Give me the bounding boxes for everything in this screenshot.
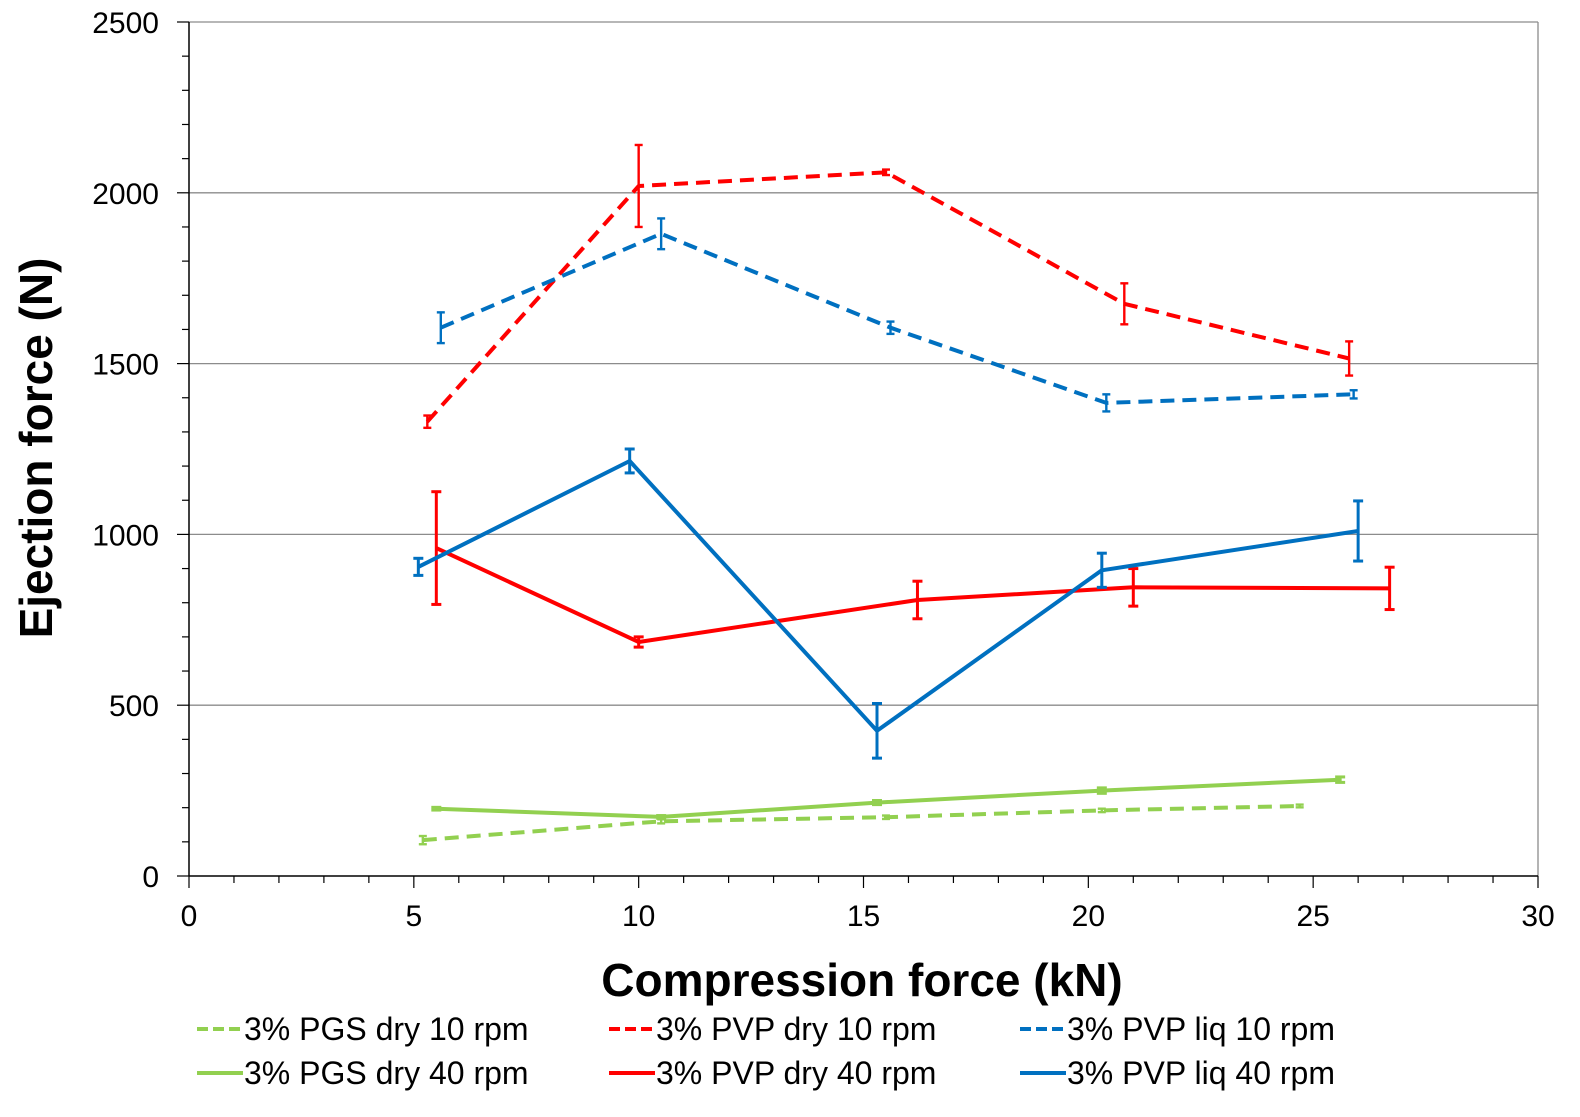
axes [177, 21, 1539, 888]
series-line [435, 546, 1390, 644]
series-3-pvp-dry-10-rpm [423, 143, 1354, 430]
series-line [440, 231, 1354, 405]
legend-item: 3% PGS dry 10 rpm [197, 1011, 529, 1047]
y-tick-label: 1500 [92, 349, 159, 382]
y-tick-label: 2500 [92, 7, 159, 40]
series-line [425, 170, 1350, 424]
y-tick-label: 1000 [92, 519, 159, 552]
legend: 3% PGS dry 10 rpm 3% PVP dry 10 rpm 3% PVP… [197, 1011, 1335, 1091]
legend-item: 3% PVP liq 40 rpm [1020, 1055, 1335, 1091]
x-tick-label: 15 [847, 900, 880, 933]
y-tick-label: 2000 [92, 178, 159, 211]
legend-label: 3% PVP dry 40 rpm [656, 1055, 936, 1091]
series-3-pvp-dry-40-rpm [431, 490, 1395, 649]
series-3-pvp-liq-10-rpm [436, 217, 1358, 413]
legend-label: 3% PVP liq 40 rpm [1067, 1055, 1335, 1091]
x-tick-label: 20 [1072, 900, 1105, 933]
legend-label: 3% PVP dry 10 rpm [656, 1011, 936, 1047]
x-tick-label: 5 [405, 900, 422, 933]
legend-item: 3% PGS dry 40 rpm [197, 1055, 529, 1091]
series-line [417, 459, 1359, 733]
x-tick-label: 25 [1296, 900, 1329, 933]
y-axis-title: Ejection force (N) [10, 258, 62, 639]
y-tick-label: 0 [142, 861, 159, 894]
tick-labels: 0 500 1000 1500 2000 2500 0 5 10 15 20 25 30 [92, 7, 1554, 933]
legend-item: 3% PVP dry 40 rpm [609, 1055, 936, 1091]
x-tick-label: 0 [181, 900, 198, 933]
legend-item: 3% PVP dry 10 rpm [609, 1011, 936, 1047]
legend-label: 3% PGS dry 40 rpm [244, 1055, 529, 1091]
legend-label: 3% PGS dry 10 rpm [244, 1011, 529, 1047]
y-tick-label: 500 [109, 690, 159, 723]
series-3-pgs-dry-40-rpm [431, 775, 1346, 820]
data-series [413, 143, 1395, 846]
x-axis-title: Compression force (kN) [601, 954, 1122, 1006]
x-tick-label: 30 [1521, 900, 1554, 933]
series-3-pgs-dry-10-rpm [418, 803, 1304, 846]
legend-item: 3% PVP liq 10 rpm [1020, 1011, 1335, 1047]
gridlines [189, 21, 1538, 706]
legend-label: 3% PVP liq 10 rpm [1067, 1011, 1335, 1047]
series-line [436, 777, 1341, 819]
x-tick-label: 10 [622, 900, 655, 933]
series-3-pvp-liq-40-rpm [413, 447, 1364, 760]
